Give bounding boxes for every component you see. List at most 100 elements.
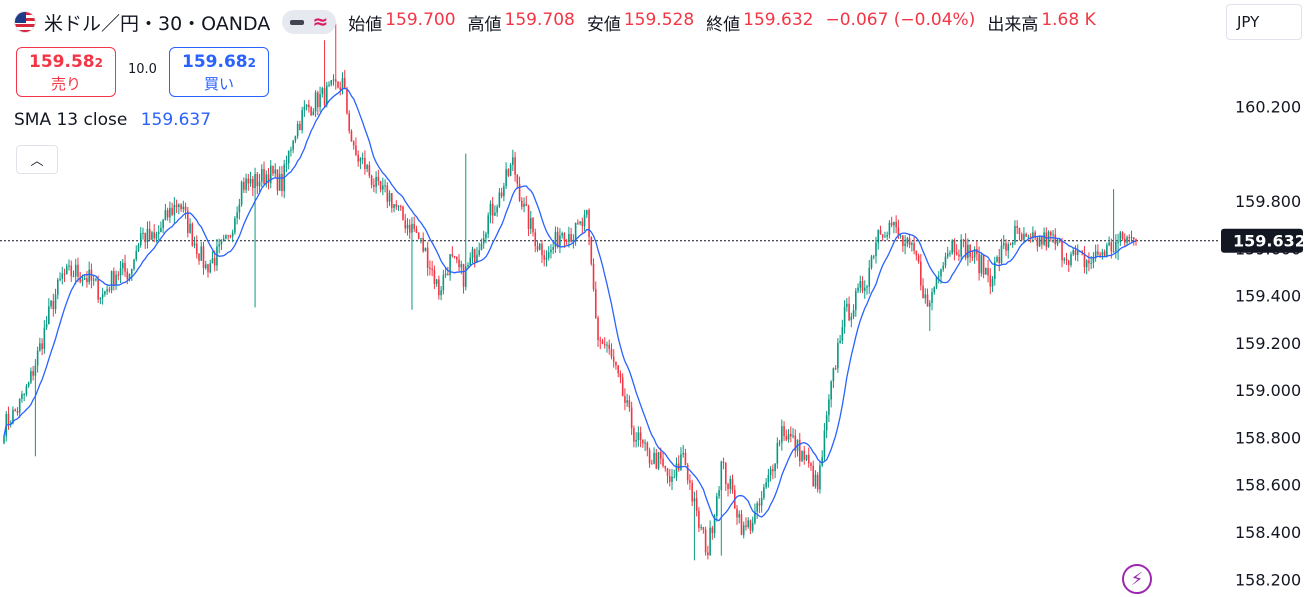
open-label: 始値 bbox=[348, 14, 383, 35]
candle-body bbox=[182, 206, 185, 210]
candle-body bbox=[1074, 250, 1077, 256]
candle-body bbox=[698, 510, 700, 528]
candle-body bbox=[1112, 251, 1115, 253]
lightning-icon[interactable]: ⚡ bbox=[1122, 564, 1152, 594]
candle-body bbox=[523, 203, 525, 207]
candle-body bbox=[469, 257, 472, 266]
candle-body bbox=[247, 178, 250, 184]
candle-body bbox=[442, 275, 445, 291]
sell-label: 売り bbox=[50, 75, 81, 93]
line-style-icon[interactable] bbox=[290, 19, 305, 25]
candle-body bbox=[1002, 243, 1005, 246]
volume-value: 1.68 K bbox=[1041, 9, 1096, 30]
candle-body bbox=[702, 527, 705, 530]
candle-body bbox=[117, 274, 120, 276]
indicator-controls[interactable]: ≈ bbox=[282, 10, 337, 34]
candle-body bbox=[1047, 231, 1050, 247]
candle-body bbox=[189, 223, 191, 233]
candle-body bbox=[256, 173, 259, 187]
candle-body bbox=[691, 482, 693, 502]
candle-body bbox=[881, 234, 884, 238]
candle-body bbox=[745, 525, 747, 527]
candle-body bbox=[303, 106, 306, 111]
candle-body bbox=[323, 88, 326, 105]
candle-body bbox=[998, 257, 1001, 264]
candle-body bbox=[27, 382, 30, 387]
candle-body bbox=[572, 239, 575, 242]
candle-body bbox=[841, 327, 844, 341]
candle-body bbox=[904, 243, 906, 246]
candle-body bbox=[1016, 225, 1018, 229]
candle-body bbox=[689, 480, 691, 483]
candle-body bbox=[718, 490, 720, 497]
candle-body bbox=[133, 259, 135, 269]
candle-body bbox=[178, 204, 180, 207]
candle-body bbox=[738, 514, 741, 518]
candle-body bbox=[960, 239, 962, 257]
candle-body bbox=[1041, 236, 1043, 245]
candle-body bbox=[834, 368, 837, 370]
candle-body bbox=[1045, 232, 1048, 247]
candle-body bbox=[1005, 243, 1007, 251]
indicator-wave-icon[interactable]: ≈ bbox=[312, 10, 329, 33]
currency-selector[interactable]: JPY bbox=[1226, 4, 1302, 40]
y-tick-label: 159.000 bbox=[1235, 381, 1301, 400]
candle-body bbox=[375, 176, 377, 187]
candle-body bbox=[30, 371, 32, 383]
candle-body bbox=[561, 233, 563, 236]
candle-body bbox=[104, 291, 106, 295]
candle-body bbox=[1110, 242, 1113, 252]
candle-body bbox=[180, 204, 182, 210]
candle-body bbox=[819, 465, 821, 490]
candle-body bbox=[480, 243, 483, 251]
candle-body bbox=[518, 183, 521, 201]
candle-body bbox=[505, 169, 507, 187]
candle-body bbox=[958, 254, 960, 257]
candle-body bbox=[601, 341, 604, 344]
sma-legend[interactable]: SMA 13 close 159.637 bbox=[14, 110, 211, 130]
sell-button[interactable]: 159.582 売り bbox=[16, 47, 116, 97]
candle-body bbox=[781, 426, 783, 443]
candle-body bbox=[1023, 233, 1025, 240]
candle-body bbox=[294, 136, 297, 141]
candle-body bbox=[193, 243, 196, 246]
candle-body bbox=[1058, 239, 1061, 242]
candle-body bbox=[95, 279, 97, 281]
candle-body bbox=[985, 268, 987, 275]
candle-body bbox=[77, 264, 79, 277]
candle-body bbox=[1097, 251, 1099, 255]
candle-body bbox=[99, 297, 102, 300]
candle-body bbox=[765, 482, 767, 488]
symbol-title[interactable]: 米ドル／円・30・OANDA bbox=[44, 12, 271, 35]
candle-body bbox=[296, 123, 299, 137]
candle-body bbox=[971, 256, 974, 258]
candle-body bbox=[160, 228, 162, 233]
candle-body bbox=[352, 141, 355, 146]
candle-body bbox=[1090, 262, 1092, 264]
collapse-legend-button[interactable]: ︿ bbox=[16, 145, 58, 174]
candle-body bbox=[633, 428, 635, 442]
candle-body bbox=[785, 436, 788, 440]
candle-body bbox=[933, 287, 936, 293]
candle-body bbox=[317, 92, 319, 108]
candle-body bbox=[1043, 232, 1045, 245]
candle-body bbox=[588, 210, 590, 238]
buy-button[interactable]: 159.682 買い bbox=[169, 47, 269, 97]
candle-body bbox=[175, 204, 178, 207]
candle-body bbox=[388, 193, 391, 202]
y-tick-label: 158.600 bbox=[1235, 476, 1301, 495]
y-tick-label: 158.400 bbox=[1235, 523, 1301, 542]
candle-body bbox=[240, 181, 243, 205]
candle-body bbox=[482, 238, 485, 244]
candle-body bbox=[366, 165, 368, 170]
candle-body bbox=[153, 232, 155, 239]
candle-body bbox=[763, 487, 765, 498]
candle-body bbox=[164, 210, 167, 220]
candle-body bbox=[639, 432, 642, 441]
candle-body bbox=[911, 243, 913, 245]
candle-body bbox=[666, 468, 669, 477]
candle-body bbox=[61, 273, 64, 279]
candle-body bbox=[260, 168, 263, 182]
candle-body bbox=[395, 204, 398, 207]
